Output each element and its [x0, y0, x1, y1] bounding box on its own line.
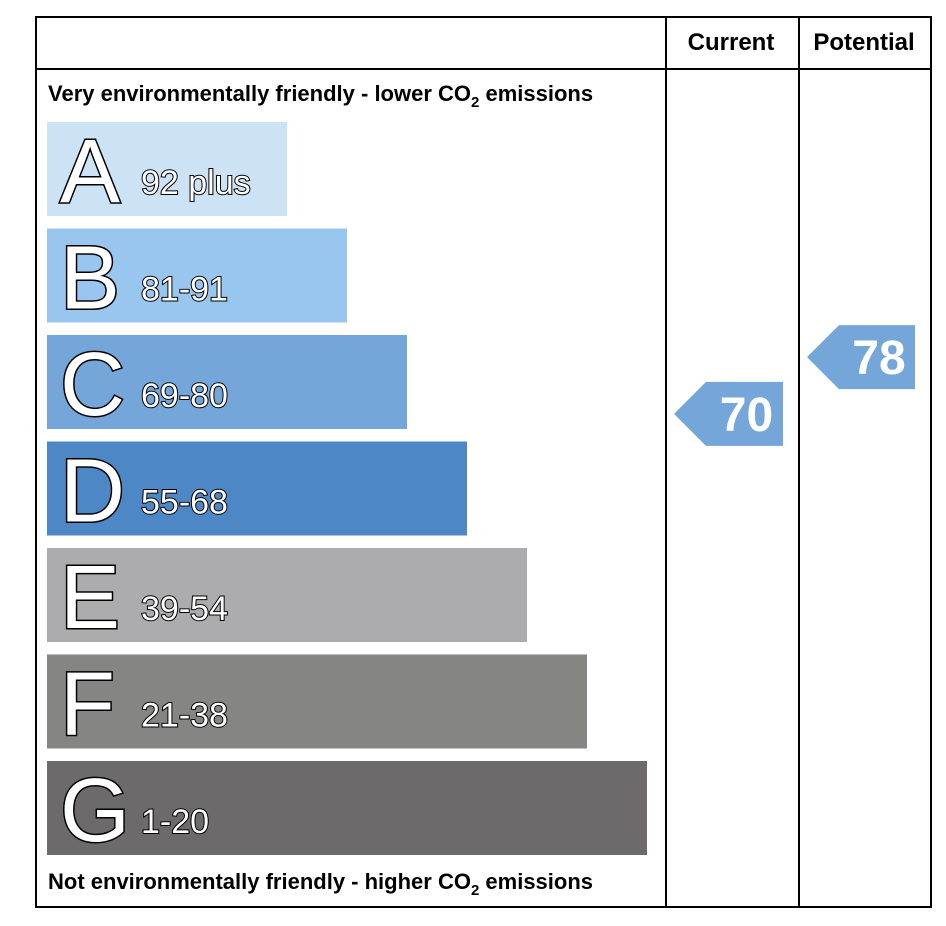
potential-rating-arrow: [807, 325, 915, 390]
top-caption: Very environmentally friendly - lower CO…: [48, 81, 593, 111]
band-e: E 39-54: [47, 547, 527, 650]
potential-rating-marker: 78: [807, 325, 915, 390]
bottom-caption: Not environmentally friendly - higher CO…: [48, 869, 593, 899]
band-range-label: 39-54: [141, 590, 228, 628]
band-bar: [47, 441, 467, 536]
rating-markers: 70 78: [674, 325, 915, 446]
band-letter: G: [60, 761, 130, 861]
rating-bands: A 92 plus B 81-91 C 69-80 D 55-68 E 39-54 F 21-38 G 1…: [47, 121, 647, 863]
band-d: D 55-68: [47, 440, 467, 543]
band-range-label: 69-80: [141, 377, 228, 415]
band-a: A 92 plus: [47, 121, 287, 224]
band-range-label: 1-20: [141, 803, 209, 841]
band-b: B 81-91: [47, 227, 347, 330]
band-range-label: 21-38: [141, 697, 228, 735]
band-letter: A: [60, 122, 120, 222]
potential-rating-value: 78: [852, 332, 905, 385]
band-c: C 69-80: [47, 334, 407, 437]
current-rating-arrow: [674, 381, 783, 446]
band-bar: [47, 654, 587, 749]
band-letter: B: [60, 229, 120, 329]
band-range-label: 81-91: [141, 271, 228, 309]
current-rating-value: 70: [720, 389, 773, 442]
band-g: G 1-20: [47, 760, 647, 863]
band-range-label: 55-68: [141, 484, 228, 522]
band-f: F 21-38: [47, 653, 587, 756]
band-bar: [47, 335, 407, 429]
band-range-label: 92 plus: [141, 164, 251, 202]
band-letter: D: [60, 442, 125, 542]
band-letter: F: [60, 655, 115, 755]
band-letter: E: [60, 548, 120, 648]
chart-frame: [35, 16, 932, 908]
band-bar: [47, 122, 287, 216]
band-bar: [47, 761, 647, 855]
current-header: Current: [688, 29, 775, 56]
current-rating-marker: 70: [674, 381, 783, 446]
potential-header: Potential: [813, 29, 914, 56]
band-bar: [47, 228, 347, 323]
band-letter: C: [60, 335, 125, 435]
band-bar: [47, 548, 527, 642]
